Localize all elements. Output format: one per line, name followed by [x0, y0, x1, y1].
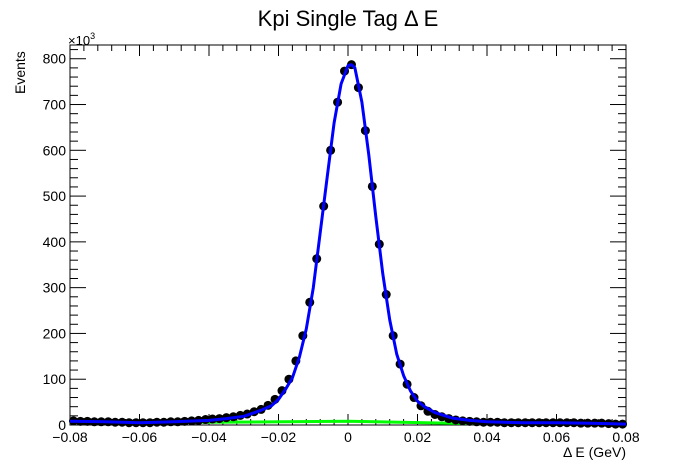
- x-axis-label: Δ E (GeV): [563, 444, 626, 460]
- x-tick-label: 0: [344, 429, 352, 445]
- y-tick-label: 500: [43, 188, 67, 204]
- y-multiplier: ×103: [68, 31, 95, 48]
- x-tick-label: 0.04: [473, 429, 500, 445]
- x-tick-label: −0.04: [191, 429, 227, 445]
- signal-fit-layer: [69, 63, 627, 426]
- y-tick-label: 300: [43, 280, 67, 296]
- fit-line: [69, 63, 627, 426]
- y-tick-label: 200: [43, 325, 67, 341]
- y-axis-label: Events: [12, 51, 28, 94]
- x-tick-label: −0.06: [122, 429, 158, 445]
- x-tick-label: −0.02: [261, 429, 297, 445]
- y-tick-label: 800: [43, 51, 67, 67]
- x-tick-label: 0.06: [543, 429, 570, 445]
- x-tick-label: 0.02: [404, 429, 431, 445]
- y-tick-label: 400: [43, 234, 67, 250]
- data-points-layer: [68, 60, 628, 429]
- y-tick-label: 600: [43, 142, 67, 158]
- y-tick-label: 100: [43, 371, 67, 387]
- chart-title: Kpi Single Tag Δ E: [258, 6, 439, 31]
- x-tick-label: 0.08: [612, 429, 639, 445]
- y-tick-label: 700: [43, 97, 67, 113]
- plot-frame: [69, 44, 627, 426]
- axes: −0.08 −0.06 −0.04 −0.02 0 0.02 0.04 0.06 0.08 0 10…: [43, 44, 640, 445]
- y-tick-label: 0: [58, 417, 66, 433]
- x-tick-label: −0.08: [52, 429, 88, 445]
